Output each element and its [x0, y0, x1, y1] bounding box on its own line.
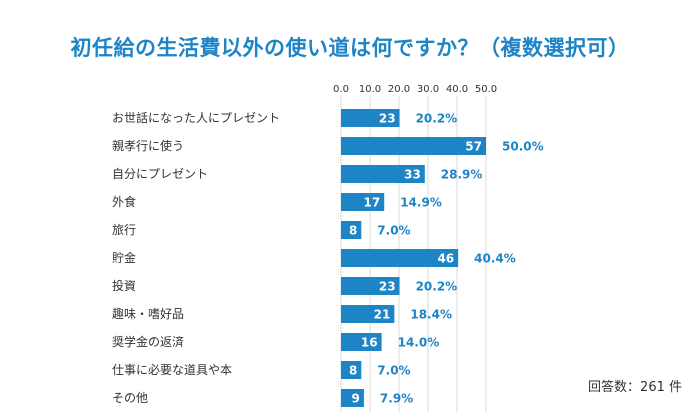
response-count: 回答数：261 件 [588, 380, 682, 395]
bar [341, 389, 364, 407]
percent-label: 18.4% [410, 308, 452, 322]
bar [341, 137, 486, 155]
x-tick-label: 0.0 [333, 84, 349, 95]
percent-label: 14.0% [398, 336, 440, 350]
bar [341, 249, 459, 267]
bar [341, 333, 382, 351]
category-label: 奨学金の返済 [112, 334, 184, 349]
count-label: 23 [379, 112, 396, 126]
category-label: 投資 [112, 278, 136, 293]
count-label: 8 [349, 224, 357, 238]
bar [341, 165, 425, 183]
percent-label: 7.0% [377, 224, 410, 238]
category-label: 趣味・嗜好品 [112, 306, 184, 321]
count-label: 17 [364, 196, 381, 210]
bar [341, 109, 400, 127]
count-label: 16 [361, 336, 378, 350]
percent-label: 20.2% [416, 112, 458, 126]
x-tick-label: 30.0 [417, 84, 439, 95]
x-tick-label: 10.0 [359, 84, 381, 95]
count-label: 21 [374, 308, 391, 322]
count-label: 8 [349, 364, 357, 378]
category-label: 自分にプレゼント [112, 167, 208, 181]
percent-label: 40.4% [474, 252, 516, 266]
bar [341, 221, 362, 239]
percent-label: 50.0% [502, 140, 544, 154]
bar [341, 193, 385, 211]
count-label: 9 [352, 392, 360, 406]
category-label: 貯金 [112, 250, 136, 265]
count-label: 33 [404, 168, 421, 182]
category-label: 外食 [112, 194, 136, 209]
category-label: 仕事に必要な道具や本 [112, 363, 232, 377]
x-tick-label: 20.0 [388, 84, 410, 95]
count-label: 23 [379, 280, 396, 294]
x-tick-label: 40.0 [446, 84, 468, 95]
percent-label: 7.9% [380, 392, 413, 406]
category-label: お世話になった人にプレゼント [112, 110, 280, 125]
count-label: 46 [437, 252, 454, 266]
chart-title: 初任給の生活費以外の使い道は何ですか？（複数選択可） [70, 36, 630, 60]
percent-label: 20.2% [416, 280, 458, 294]
bar [341, 277, 400, 295]
category-label: 親孝行に使う [112, 138, 184, 153]
percent-label: 14.9% [400, 196, 442, 210]
bar [341, 305, 395, 323]
x-tick-label: 50.0 [475, 84, 497, 95]
category-label: 旅行 [112, 223, 136, 237]
percent-label: 7.0% [377, 364, 410, 378]
percent-label: 28.9% [441, 168, 483, 182]
count-label: 57 [465, 140, 482, 154]
bar [341, 361, 362, 379]
category-label: その他 [112, 391, 148, 405]
